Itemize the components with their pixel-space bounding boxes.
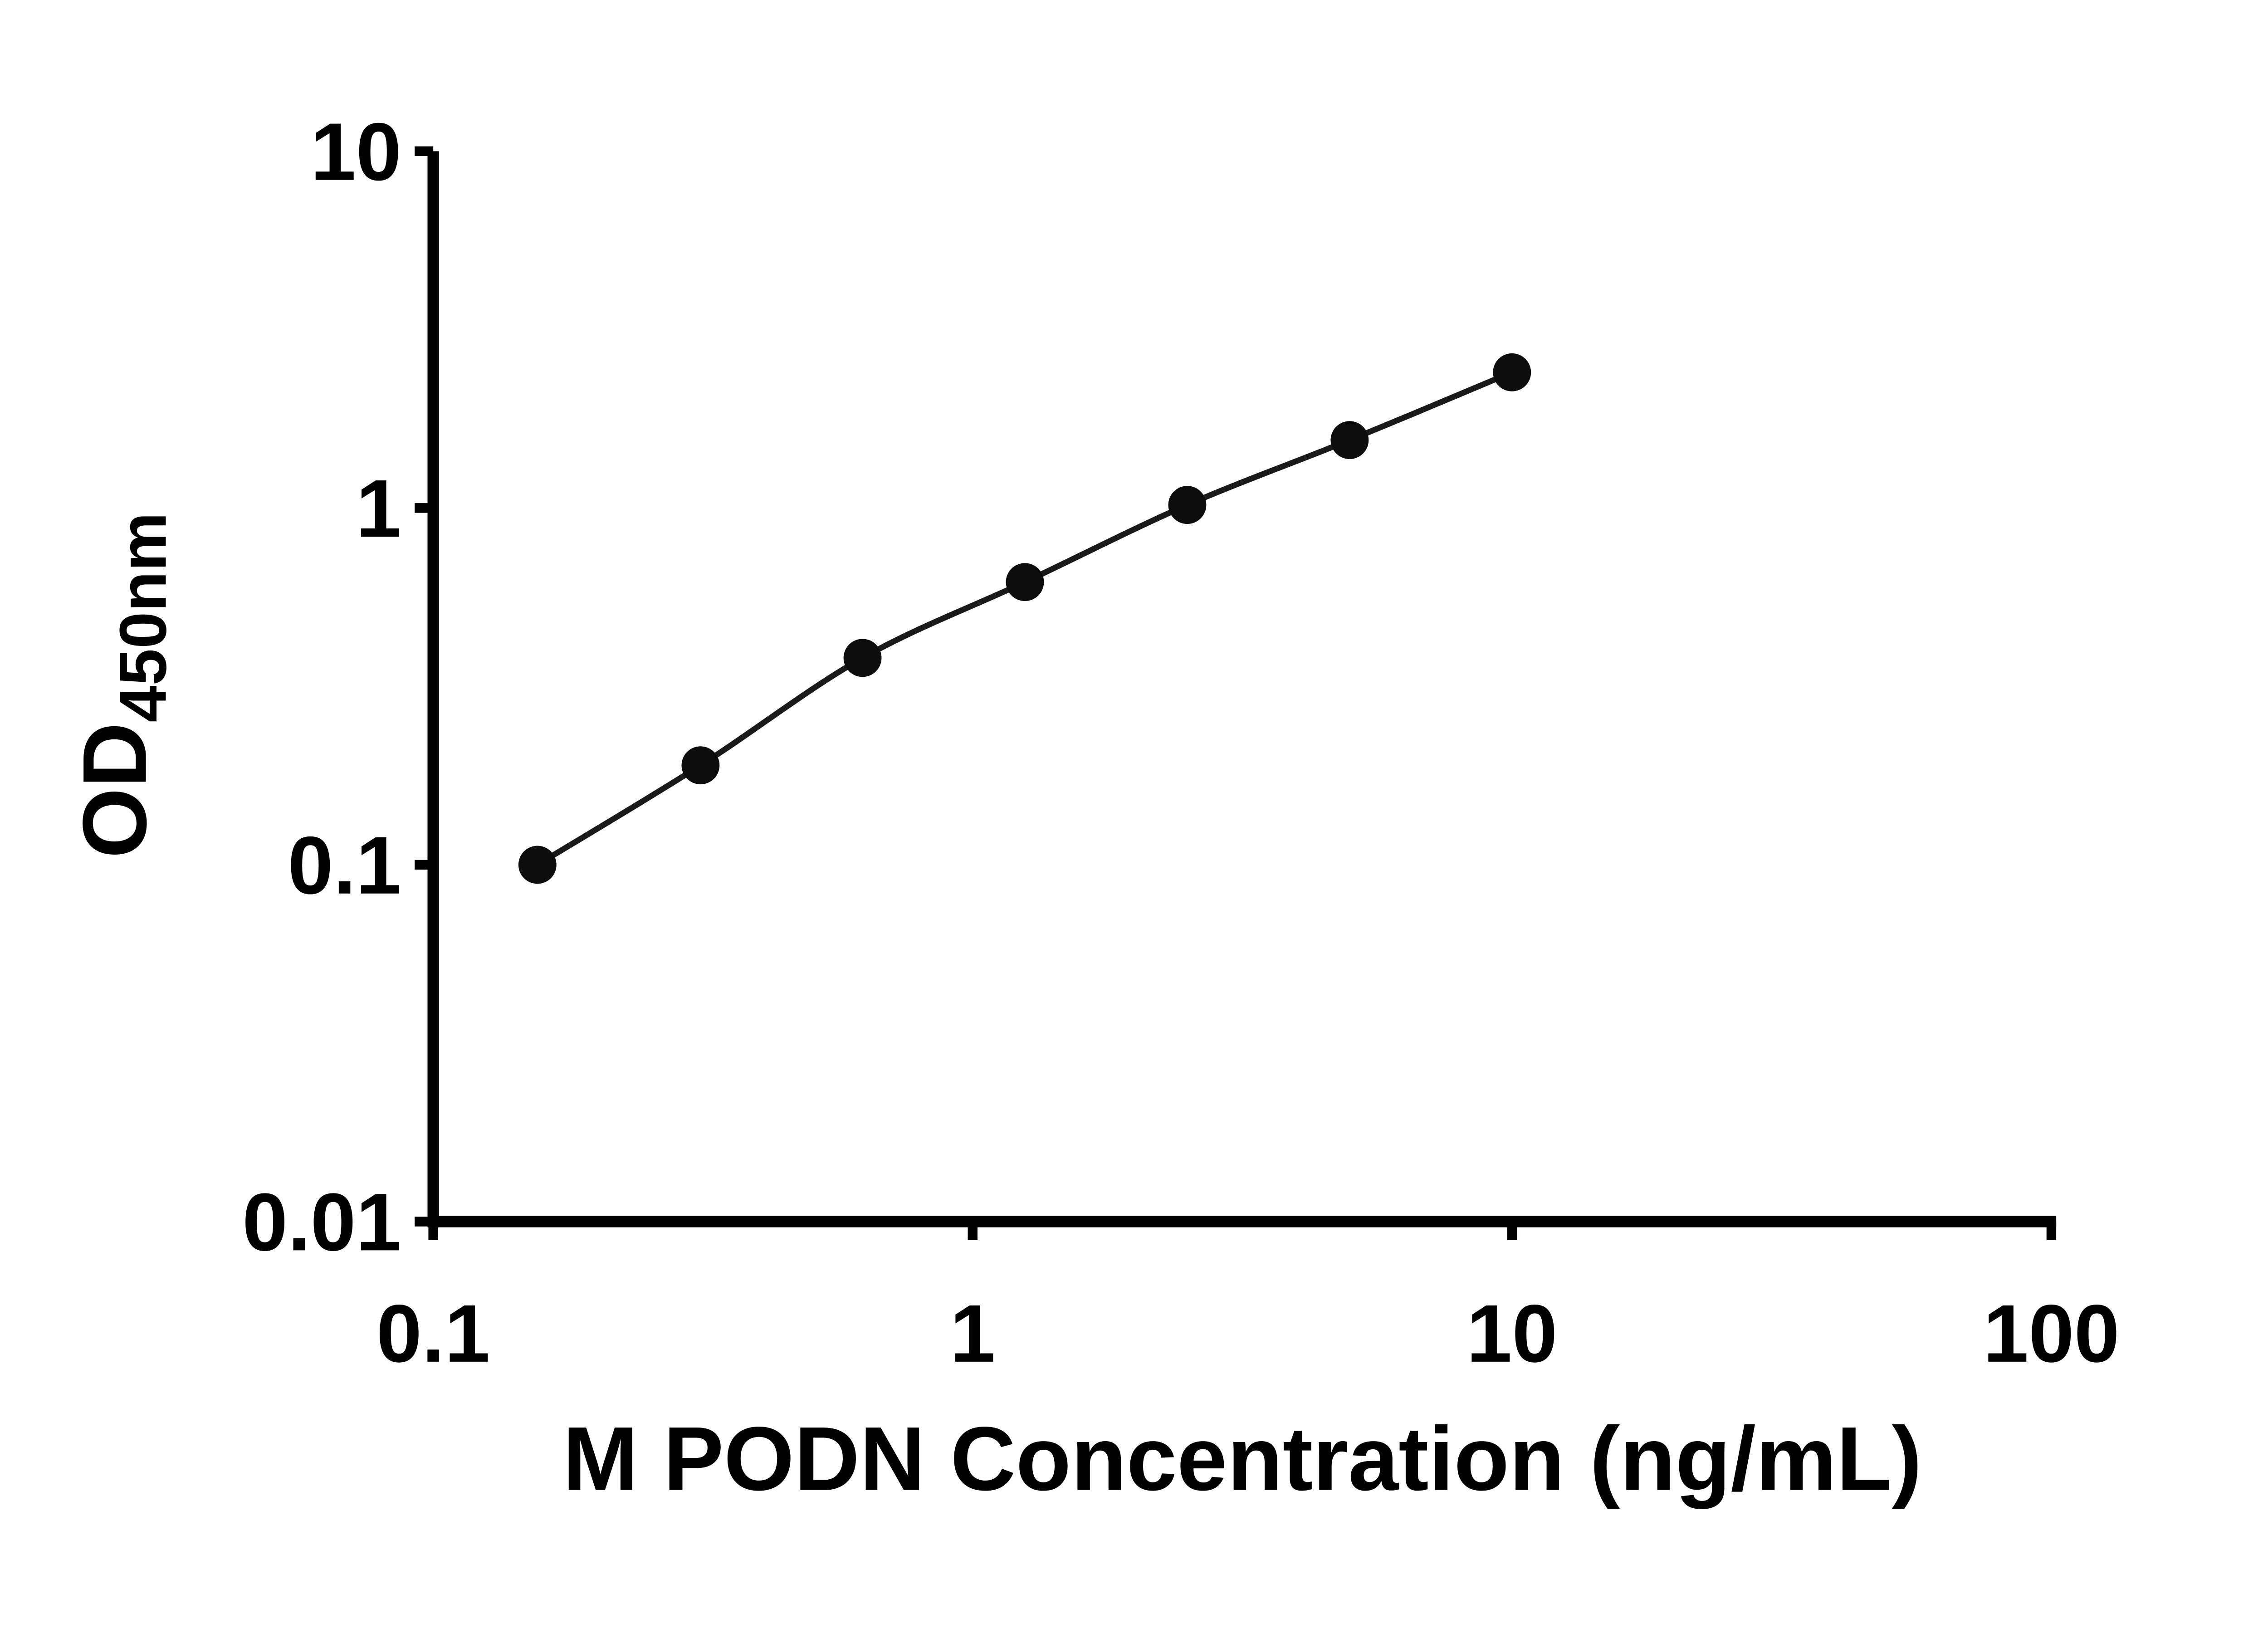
- y-axis-title: OD450nm: [64, 512, 180, 858]
- y-axis-title-main: OD: [64, 722, 166, 858]
- data-point: [518, 846, 557, 884]
- data-point: [843, 639, 882, 677]
- x-axis-title: M PODN Concentration (ng/mL): [562, 1408, 1922, 1510]
- x-tick-label: 1: [950, 1288, 995, 1379]
- x-tick-label: 10: [1466, 1288, 1558, 1379]
- elisa-standard-curve-chart: 10 1 0.1 0.01 0.1 1 10 100 M PODN Concentration…: [64, 106, 2120, 1510]
- axis-ticks: [415, 146, 2057, 1240]
- y-tick-label: 0.01: [242, 1177, 401, 1268]
- axes: [427, 151, 2057, 1227]
- y-tick-label: 1: [356, 463, 401, 554]
- standard-curve-figure: 10 1 0.1 0.01 0.1 1 10 100 M PODN Concentration…: [64, 106, 2120, 1510]
- data-point: [1330, 421, 1369, 460]
- y-axis-title-subscript: 450nm: [106, 512, 180, 722]
- data-series: [518, 353, 1531, 884]
- data-point: [681, 746, 720, 785]
- x-tick-label: 100: [1983, 1288, 2120, 1379]
- y-tick-label: 0.1: [288, 820, 401, 911]
- data-point: [1168, 486, 1207, 524]
- data-point: [1006, 563, 1044, 601]
- x-tick-label: 0.1: [376, 1288, 490, 1379]
- axis-tick-labels: 10 1 0.1 0.01 0.1 1 10 100: [242, 107, 2120, 1379]
- data-point: [1493, 353, 1531, 391]
- y-tick-label: 10: [310, 107, 401, 198]
